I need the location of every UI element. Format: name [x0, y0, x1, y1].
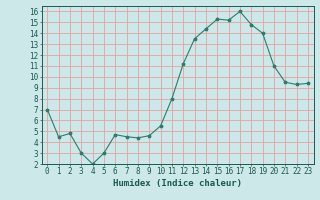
- X-axis label: Humidex (Indice chaleur): Humidex (Indice chaleur): [113, 179, 242, 188]
